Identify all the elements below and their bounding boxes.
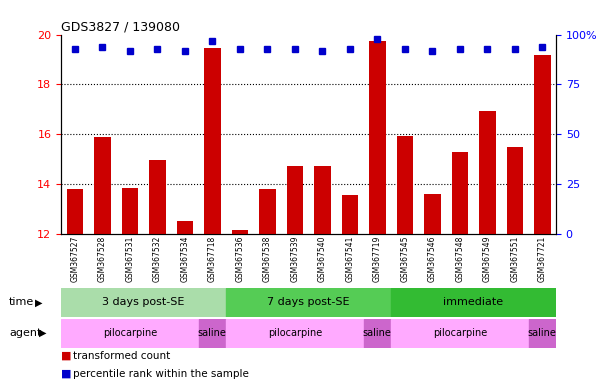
Bar	[364, 319, 391, 348]
Bar	[149, 160, 166, 234]
Text: 7 days post-SE: 7 days post-SE	[267, 297, 350, 308]
Text: GDS3827 / 139080: GDS3827 / 139080	[61, 20, 180, 33]
Bar	[342, 195, 358, 234]
Bar	[424, 194, 441, 234]
Text: immediate: immediate	[444, 297, 503, 308]
Bar	[259, 189, 276, 234]
Bar	[226, 319, 364, 348]
Text: transformed count: transformed count	[73, 351, 170, 361]
Text: agent: agent	[9, 328, 42, 338]
Text: pilocarpine: pilocarpine	[433, 328, 487, 338]
Text: ▶: ▶	[38, 328, 46, 338]
Bar	[287, 166, 303, 234]
Bar	[369, 41, 386, 234]
Bar	[452, 152, 468, 234]
Bar	[529, 319, 556, 348]
Bar	[479, 111, 496, 234]
Text: saline: saline	[363, 328, 392, 338]
Bar	[67, 189, 83, 234]
Text: pilocarpine: pilocarpine	[268, 328, 322, 338]
Text: ■: ■	[61, 369, 75, 379]
Bar	[122, 188, 138, 234]
Text: time: time	[9, 297, 34, 308]
Text: pilocarpine: pilocarpine	[103, 328, 157, 338]
Bar	[199, 319, 226, 348]
Text: saline: saline	[528, 328, 557, 338]
Bar	[94, 137, 111, 234]
Bar	[391, 288, 556, 317]
Bar	[61, 319, 199, 348]
Text: percentile rank within the sample: percentile rank within the sample	[73, 369, 249, 379]
Bar	[507, 147, 523, 234]
Bar	[534, 55, 551, 234]
Bar	[204, 48, 221, 234]
Bar	[314, 166, 331, 234]
Text: ▶: ▶	[35, 297, 43, 308]
Bar	[226, 288, 391, 317]
Bar	[397, 136, 413, 234]
Bar	[177, 220, 193, 234]
Bar	[61, 288, 226, 317]
Bar	[232, 230, 248, 234]
Text: ■: ■	[61, 351, 75, 361]
Text: 3 days post-SE: 3 days post-SE	[103, 297, 185, 308]
Bar	[391, 319, 529, 348]
Text: saline: saline	[198, 328, 227, 338]
